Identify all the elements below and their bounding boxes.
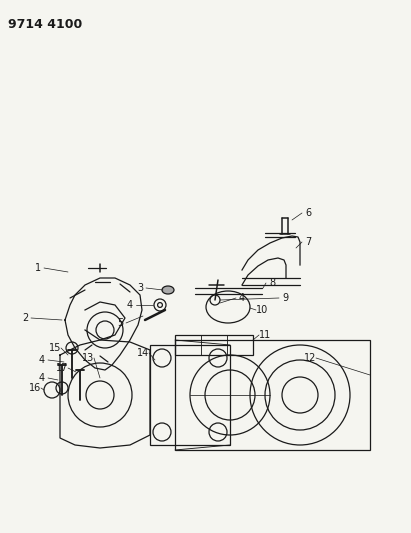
Text: 10: 10: [256, 305, 268, 315]
Text: 17: 17: [56, 363, 68, 373]
Text: 13: 13: [82, 353, 94, 363]
Text: 15: 15: [49, 343, 61, 353]
Text: 4: 4: [127, 300, 133, 310]
Text: 8: 8: [269, 278, 275, 288]
Text: 2: 2: [22, 313, 28, 323]
Text: 1: 1: [35, 263, 41, 273]
Text: 4: 4: [239, 293, 245, 303]
Text: 11: 11: [259, 330, 271, 340]
Text: 12: 12: [304, 353, 316, 363]
Bar: [175, 340, 370, 450]
Bar: [175, 335, 253, 355]
Bar: [150, 345, 230, 445]
Text: 3: 3: [137, 283, 143, 293]
Text: 9: 9: [282, 293, 288, 303]
Text: 4: 4: [39, 373, 45, 383]
Text: 5: 5: [117, 318, 123, 328]
Text: 9714 4100: 9714 4100: [8, 18, 82, 31]
Text: 7: 7: [305, 237, 311, 247]
Ellipse shape: [162, 286, 174, 294]
Text: 4: 4: [39, 355, 45, 365]
Text: 14: 14: [137, 348, 149, 358]
Text: 6: 6: [305, 208, 311, 218]
Text: 16: 16: [29, 383, 41, 393]
